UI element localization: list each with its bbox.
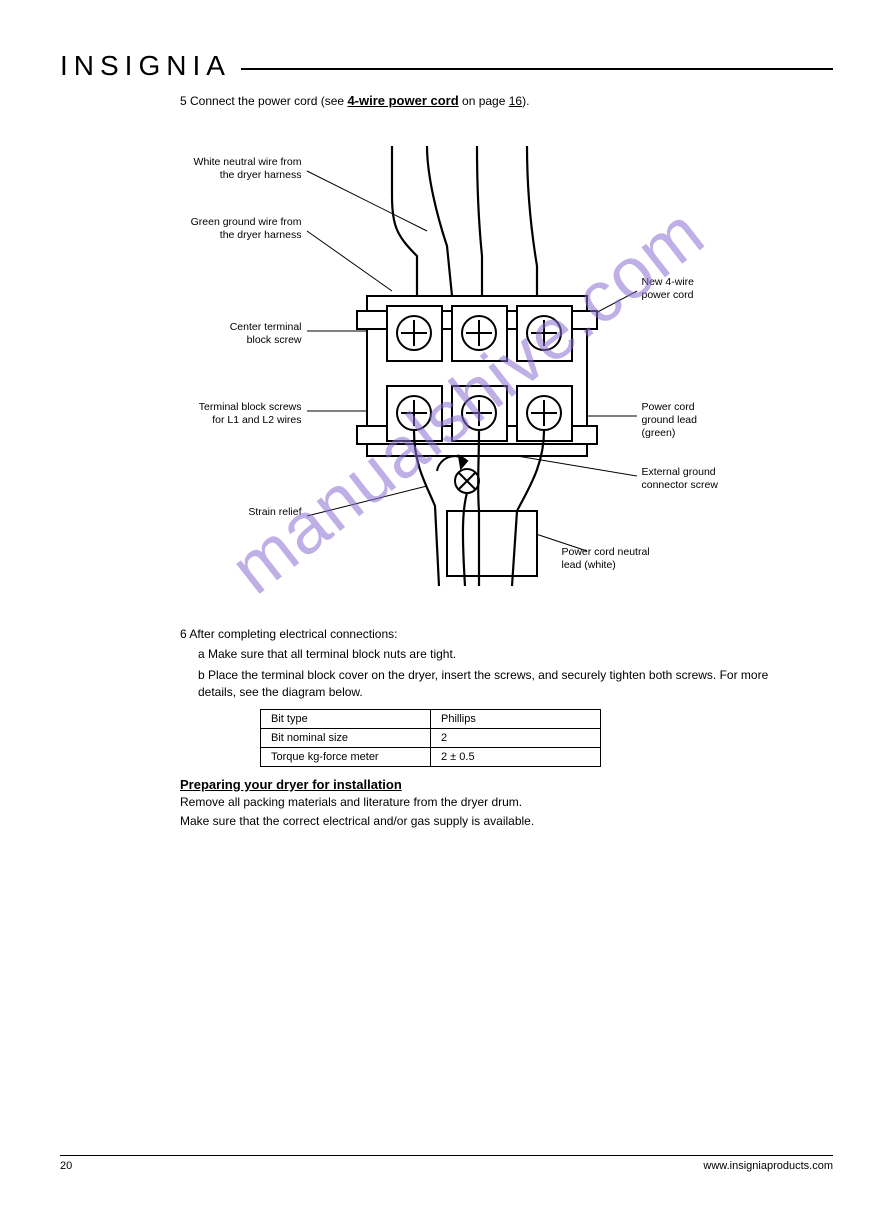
footer-site: www.insigniaproducts.com [703, 1160, 833, 1172]
cell: Phillips [431, 709, 601, 728]
step5-suffix: on page [459, 94, 509, 108]
header-rule [241, 68, 833, 70]
label-ext-ground: External groundconnector screw [642, 466, 742, 492]
brand-logo: INSIGNIA [60, 50, 231, 82]
cell: Torque kg-force meter [261, 747, 431, 766]
cell: Bit nominal size [261, 728, 431, 747]
footer-rule [60, 1155, 833, 1156]
cell: 2 ± 0.5 [431, 747, 601, 766]
label-strain-relief: Strain relief [167, 506, 302, 519]
label-cord-ground: Power cordground lead(green) [642, 401, 732, 440]
page-number: 20 [60, 1160, 72, 1172]
spec-table: Bit type Phillips Bit nominal size 2 Tor… [260, 709, 601, 767]
wiring-diagram: White neutral wire fromthe dryer harness… [167, 116, 727, 616]
prep-p2: Make sure that the correct electrical an… [180, 813, 773, 830]
step5-link: 4-wire power cord [347, 93, 458, 108]
label-neutral-wire: White neutral wire fromthe dryer harness [167, 156, 302, 182]
label-new-cord: New 4-wirepower cord [642, 276, 732, 302]
label-center-screw: Center terminalblock screw [167, 321, 302, 347]
prep-p1: Remove all packing materials and literat… [180, 794, 773, 811]
step5-tail: ). [522, 94, 529, 108]
step6-a: a Make sure that all terminal block nuts… [198, 646, 773, 663]
step5-page: 16 [509, 94, 522, 108]
header: INSIGNIA [60, 50, 833, 82]
label-ground-wire: Green ground wire fromthe dryer harness [167, 216, 302, 242]
step6-b: b Place the terminal block cover on the … [198, 667, 773, 701]
table-row: Bit type Phillips [261, 709, 601, 728]
step5-prefix: 5 Connect the power cord (see [180, 94, 347, 108]
prep-title: Preparing your dryer for installation [180, 777, 833, 792]
cell: 2 [431, 728, 601, 747]
step6-lead: 6 After completing electrical connection… [180, 626, 773, 643]
table-row: Torque kg-force meter 2 ± 0.5 [261, 747, 601, 766]
label-neutral-lead: Power cord neutrallead (white) [562, 546, 682, 572]
footer: 20 www.insigniaproducts.com [60, 1155, 833, 1172]
step-5: 5 Connect the power cord (see 4-wire pow… [180, 92, 833, 110]
table-row: Bit nominal size 2 [261, 728, 601, 747]
label-terminals: Terminal block screwsfor L1 and L2 wires [167, 401, 302, 427]
cell: Bit type [261, 709, 431, 728]
step-6: 6 After completing electrical connection… [180, 626, 773, 701]
